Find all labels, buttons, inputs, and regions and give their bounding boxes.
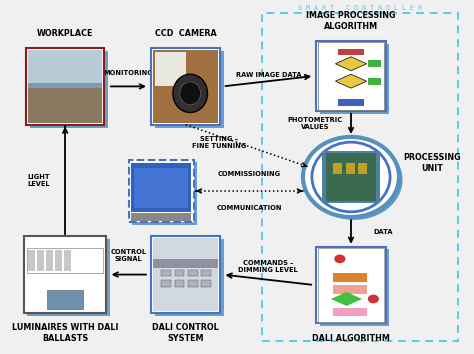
FancyBboxPatch shape [55, 250, 62, 271]
FancyBboxPatch shape [24, 236, 107, 313]
Ellipse shape [307, 140, 402, 220]
Text: PROCESSING
UNIT: PROCESSING UNIT [403, 153, 461, 173]
FancyBboxPatch shape [337, 49, 365, 55]
Text: SETTING –
FINE TUNNING: SETTING – FINE TUNNING [192, 136, 246, 149]
Text: PHOTOMETRIC
VALUES: PHOTOMETRIC VALUES [288, 118, 343, 130]
Text: S M A R T   C O N T R O L L E R: S M A R T C O N T R O L L E R [298, 6, 422, 11]
FancyBboxPatch shape [201, 270, 211, 276]
Ellipse shape [312, 142, 390, 212]
FancyBboxPatch shape [47, 290, 83, 309]
Text: CONTROL
SIGNAL: CONTROL SIGNAL [111, 249, 147, 262]
FancyBboxPatch shape [151, 48, 220, 125]
FancyBboxPatch shape [28, 50, 102, 83]
Text: MONITORING: MONITORING [103, 70, 153, 76]
FancyBboxPatch shape [28, 250, 35, 271]
Ellipse shape [173, 74, 208, 113]
FancyBboxPatch shape [201, 280, 211, 287]
FancyBboxPatch shape [161, 270, 171, 276]
FancyBboxPatch shape [154, 259, 218, 268]
FancyBboxPatch shape [155, 239, 224, 316]
Text: COMMISSIONING: COMMISSIONING [218, 171, 281, 177]
FancyBboxPatch shape [27, 239, 110, 316]
FancyBboxPatch shape [322, 151, 380, 203]
FancyBboxPatch shape [333, 163, 342, 173]
FancyBboxPatch shape [161, 280, 171, 287]
FancyBboxPatch shape [326, 153, 376, 201]
FancyBboxPatch shape [28, 88, 102, 123]
Text: DALI ALGORITHM: DALI ALGORITHM [312, 334, 390, 343]
Ellipse shape [334, 255, 346, 263]
Text: WORKPLACE: WORKPLACE [37, 29, 93, 38]
FancyBboxPatch shape [188, 280, 198, 287]
FancyBboxPatch shape [188, 270, 198, 276]
Text: COMMANDS –
DIMMING LEVEL: COMMANDS – DIMMING LEVEL [238, 260, 298, 273]
FancyBboxPatch shape [151, 236, 220, 313]
FancyBboxPatch shape [132, 162, 197, 225]
FancyBboxPatch shape [155, 51, 224, 127]
FancyBboxPatch shape [320, 250, 389, 326]
FancyBboxPatch shape [333, 273, 366, 281]
FancyBboxPatch shape [154, 50, 218, 123]
FancyBboxPatch shape [174, 280, 184, 287]
FancyBboxPatch shape [320, 44, 389, 114]
FancyBboxPatch shape [368, 78, 382, 85]
Text: COMMUNICATION: COMMUNICATION [217, 205, 282, 211]
Text: IMAGE PROCESSING
ALGORITHM: IMAGE PROCESSING ALGORITHM [306, 11, 396, 31]
FancyBboxPatch shape [46, 250, 53, 271]
Ellipse shape [368, 295, 379, 303]
FancyBboxPatch shape [30, 51, 108, 127]
FancyBboxPatch shape [37, 250, 44, 271]
FancyBboxPatch shape [316, 41, 386, 111]
FancyBboxPatch shape [318, 42, 384, 110]
Polygon shape [331, 292, 362, 306]
FancyBboxPatch shape [358, 163, 367, 173]
Ellipse shape [180, 82, 201, 105]
FancyBboxPatch shape [333, 285, 366, 294]
Text: DATA: DATA [374, 229, 393, 235]
FancyBboxPatch shape [316, 247, 386, 323]
FancyBboxPatch shape [131, 213, 191, 221]
FancyBboxPatch shape [174, 270, 184, 276]
FancyBboxPatch shape [26, 48, 104, 125]
FancyBboxPatch shape [28, 50, 102, 123]
FancyBboxPatch shape [134, 168, 188, 209]
FancyBboxPatch shape [154, 238, 218, 311]
Text: LUMINAIRES WITH DALI
BALLASTS: LUMINAIRES WITH DALI BALLASTS [12, 323, 118, 343]
Text: CCD  CAMERA: CCD CAMERA [155, 29, 217, 38]
Text: LIGHT
LEVEL: LIGHT LEVEL [27, 174, 50, 187]
FancyBboxPatch shape [129, 160, 193, 222]
FancyBboxPatch shape [64, 250, 71, 271]
Polygon shape [336, 57, 366, 71]
Polygon shape [336, 74, 366, 88]
FancyBboxPatch shape [155, 52, 186, 86]
FancyBboxPatch shape [318, 248, 384, 322]
Text: DALI CONTROL
SYSTEM: DALI CONTROL SYSTEM [152, 323, 219, 343]
FancyBboxPatch shape [346, 163, 355, 173]
FancyBboxPatch shape [333, 308, 366, 316]
FancyBboxPatch shape [131, 163, 191, 212]
FancyBboxPatch shape [368, 60, 382, 67]
Text: RAW IMAGE DATA: RAW IMAGE DATA [236, 72, 301, 78]
FancyBboxPatch shape [337, 99, 365, 105]
Ellipse shape [303, 137, 399, 217]
